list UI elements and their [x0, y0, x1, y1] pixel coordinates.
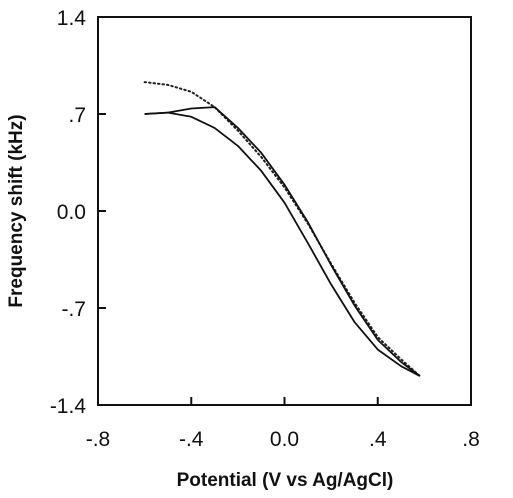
y-tick-label: 0.0 [57, 201, 86, 224]
x-axis-label: Potential (V vs Ag/AgCl) [177, 470, 394, 491]
y-tick-label: -.7 [61, 298, 86, 321]
x-tick-label: .8 [462, 428, 480, 451]
plot-frame [97, 16, 472, 406]
x-axis-ticks: -.8 -.4 0.0 .4 .8 [86, 397, 480, 451]
data-series [143, 81, 421, 377]
series-line-1 [143, 81, 421, 377]
y-axis-ticks: -1.4 -.7 0.0 .7 1.4 [50, 7, 106, 418]
y-tick-label: 1.4 [57, 7, 87, 30]
y-tick-label: .7 [68, 104, 86, 127]
series-line-3 [144, 111, 421, 377]
y-tick-label: -1.4 [50, 395, 87, 418]
x-tick-label: -.8 [86, 428, 111, 451]
x-tick-label: 0.0 [270, 428, 299, 451]
series-line-2 [144, 106, 421, 377]
x-tick-label: -.4 [179, 428, 204, 451]
x-tick-label: .4 [369, 428, 387, 451]
y-axis-label: Frequency shift (kHz) [6, 114, 27, 307]
